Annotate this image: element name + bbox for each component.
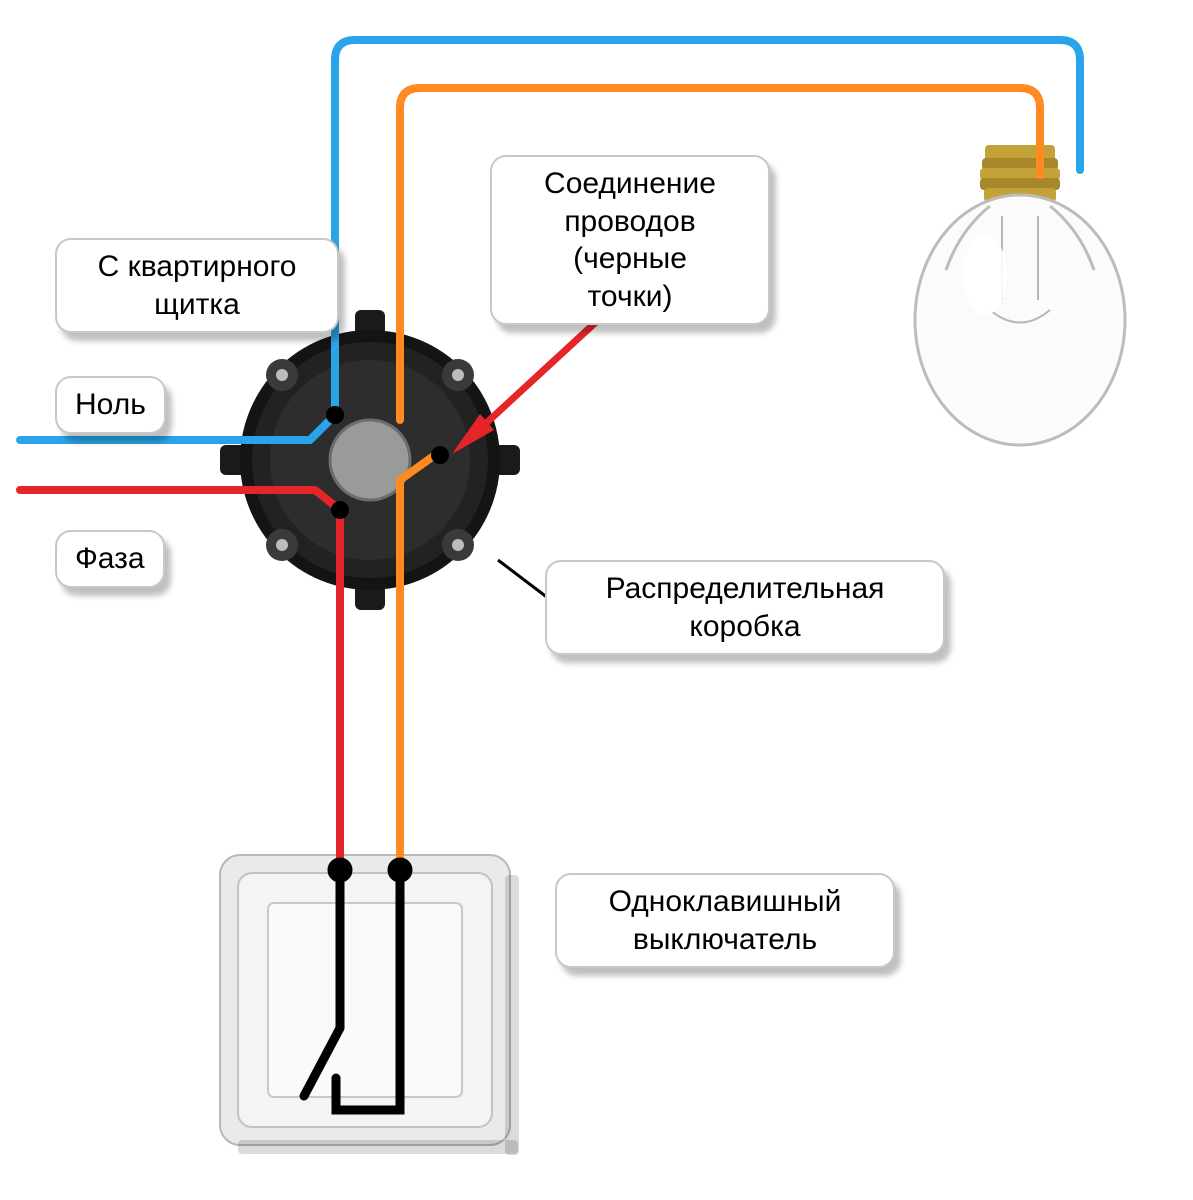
light-switch: [220, 855, 519, 1155]
junction-box: [220, 310, 520, 610]
label-panel-text: С квартирногощитка: [98, 250, 297, 321]
label-neutral-text: Ноль: [75, 388, 146, 421]
label-switch: Одноклавишныйвыключатель: [555, 873, 895, 968]
leader-junction-box: [498, 560, 548, 598]
label-connection: Соединениепроводов(черныеточки): [490, 155, 770, 325]
label-junction-box: Распределительнаякоробка: [545, 560, 945, 655]
label-connection-text: Соединениепроводов(черныеточки): [544, 167, 716, 313]
wire-load-to-switch: [400, 455, 435, 858]
pointer-arrow: [452, 322, 596, 454]
label-neutral: Ноль: [55, 376, 166, 434]
label-phase-text: Фаза: [75, 542, 145, 575]
label-switch-text: Одноклавишныйвыключатель: [609, 885, 842, 956]
light-bulb: [915, 145, 1125, 445]
label-junction-box-text: Распределительнаякоробка: [606, 572, 885, 643]
junction-dots: [326, 406, 449, 519]
label-panel: С квартирногощитка: [55, 238, 339, 333]
switch-internal-wiring: [304, 862, 408, 1110]
label-phase: Фаза: [55, 530, 165, 588]
